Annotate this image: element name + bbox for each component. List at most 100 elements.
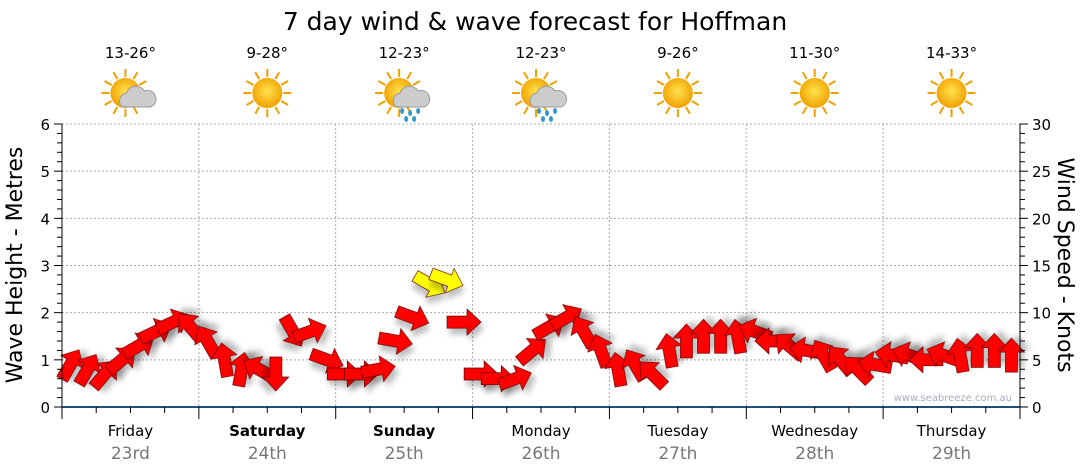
weather-icon-sunny <box>927 69 976 117</box>
sun-ray-icon <box>656 80 665 86</box>
sun-ray-icon <box>793 80 802 86</box>
sun-ray-icon <box>112 106 119 115</box>
date-label: 28th <box>795 444 834 464</box>
sun-ray-icon <box>132 106 139 115</box>
sun-ray-icon <box>964 80 973 86</box>
y-tick-label-right: 10 <box>1032 305 1051 323</box>
date-label: 27th <box>658 444 697 464</box>
y-tick-label-left: 0 <box>40 399 50 417</box>
rain-drop-icon <box>553 108 557 114</box>
rain-drop-icon <box>545 110 549 116</box>
sun-ray-icon <box>138 80 147 86</box>
sun-ray-icon <box>691 80 700 86</box>
sun-ray-icon <box>104 100 113 106</box>
rain-drop-icon <box>416 108 421 114</box>
sun-ray-icon <box>684 71 691 80</box>
sun-ray-icon <box>104 80 113 86</box>
rain-drop-icon <box>404 116 409 122</box>
wind-arrow <box>496 364 532 391</box>
wind-arrow <box>394 305 430 332</box>
wind-arrow <box>639 361 669 391</box>
sun-ray-icon <box>377 100 386 106</box>
y-tick-label-left: 1 <box>40 352 50 370</box>
temperature-label: 12-23° <box>515 44 566 62</box>
wind-arrow <box>291 317 327 344</box>
sun-icon <box>252 78 283 108</box>
weather-icon-sunny <box>790 69 839 117</box>
day-label: Wednesday <box>771 422 858 440</box>
day-label: Thursday <box>916 422 987 440</box>
wind-arrow <box>980 332 1009 368</box>
sun-ray-icon <box>930 80 939 86</box>
sun-ray-icon <box>246 100 254 106</box>
sun-ray-icon <box>684 106 691 115</box>
sun-ray-icon <box>274 106 281 115</box>
wind-arrow <box>963 332 992 368</box>
date-label: 29th <box>932 444 971 464</box>
temperature-label: 11-30° <box>789 44 840 62</box>
wind-arrow <box>210 342 238 379</box>
rain-drop-icon <box>400 108 405 114</box>
weather-icon-showers <box>375 69 431 122</box>
sun-ray-icon <box>412 80 421 86</box>
sun-ray-icon <box>280 100 289 106</box>
date-label: 26th <box>521 444 560 464</box>
sun-ray-icon <box>930 100 939 106</box>
sun-ray-icon <box>656 100 665 106</box>
weather-icon-showers <box>512 69 568 122</box>
sun-icon <box>936 78 967 108</box>
date-label: 23rd <box>111 444 150 464</box>
sun-ray-icon <box>938 106 945 115</box>
sun-ray-icon <box>406 71 413 80</box>
sun-ray-icon <box>691 100 700 106</box>
wind-arrow <box>262 356 290 392</box>
y-tick-label-left: 5 <box>40 163 50 181</box>
chart-title: 7 day wind & wave forecast for Hoffman <box>283 7 787 36</box>
sun-ray-icon <box>828 80 836 86</box>
sun-ray-icon <box>386 71 393 80</box>
rain-drop-icon <box>549 116 553 122</box>
watermark: www.seabreeze.com.au <box>894 393 1012 404</box>
sun-ray-icon <box>246 80 254 86</box>
sun-ray-icon <box>254 71 261 80</box>
wind-arrow <box>515 338 546 367</box>
cloud-icon <box>119 85 157 108</box>
wind-arrow <box>360 355 396 383</box>
day-label: Monday <box>511 422 570 440</box>
y-tick-label-right: 25 <box>1032 163 1051 181</box>
sun-ray-icon <box>664 106 671 115</box>
day-label: Tuesday <box>646 422 708 440</box>
wind-arrow <box>997 337 1026 373</box>
temperature-label: 14-33° <box>926 44 977 62</box>
sun-ray-icon <box>958 71 965 80</box>
sun-ray-icon <box>938 71 945 80</box>
temperature-label: 9-28° <box>247 44 289 62</box>
sun-ray-icon <box>801 71 808 80</box>
y-tick-label-right: 0 <box>1032 399 1042 417</box>
y-axis-label-left: Wave Height - Metres <box>3 147 28 384</box>
sun-icon <box>799 78 830 108</box>
weather-icon-sunny <box>653 69 702 117</box>
y-tick-label-left: 2 <box>40 305 50 323</box>
sun-ray-icon <box>821 106 828 115</box>
sun-ray-icon <box>543 71 549 80</box>
sun-ray-icon <box>274 71 281 80</box>
sun-ray-icon <box>132 71 139 80</box>
sun-ray-icon <box>549 80 558 86</box>
sun-ray-icon <box>958 106 965 115</box>
sun-ray-icon <box>523 106 529 115</box>
rain-drop-icon <box>412 116 417 122</box>
y-tick-label-right: 15 <box>1032 258 1051 276</box>
wind-arrow <box>845 356 875 387</box>
temperature-label: 12-23° <box>379 44 430 62</box>
sun-ray-icon <box>801 106 808 115</box>
sun-ray-icon <box>386 106 393 115</box>
wind-arrow <box>655 333 683 369</box>
sun-ray-icon <box>112 71 119 80</box>
sun-ray-icon <box>664 71 671 80</box>
sun-ray-icon <box>828 100 836 106</box>
wind-arrow <box>446 308 482 336</box>
sun-icon <box>662 78 693 108</box>
